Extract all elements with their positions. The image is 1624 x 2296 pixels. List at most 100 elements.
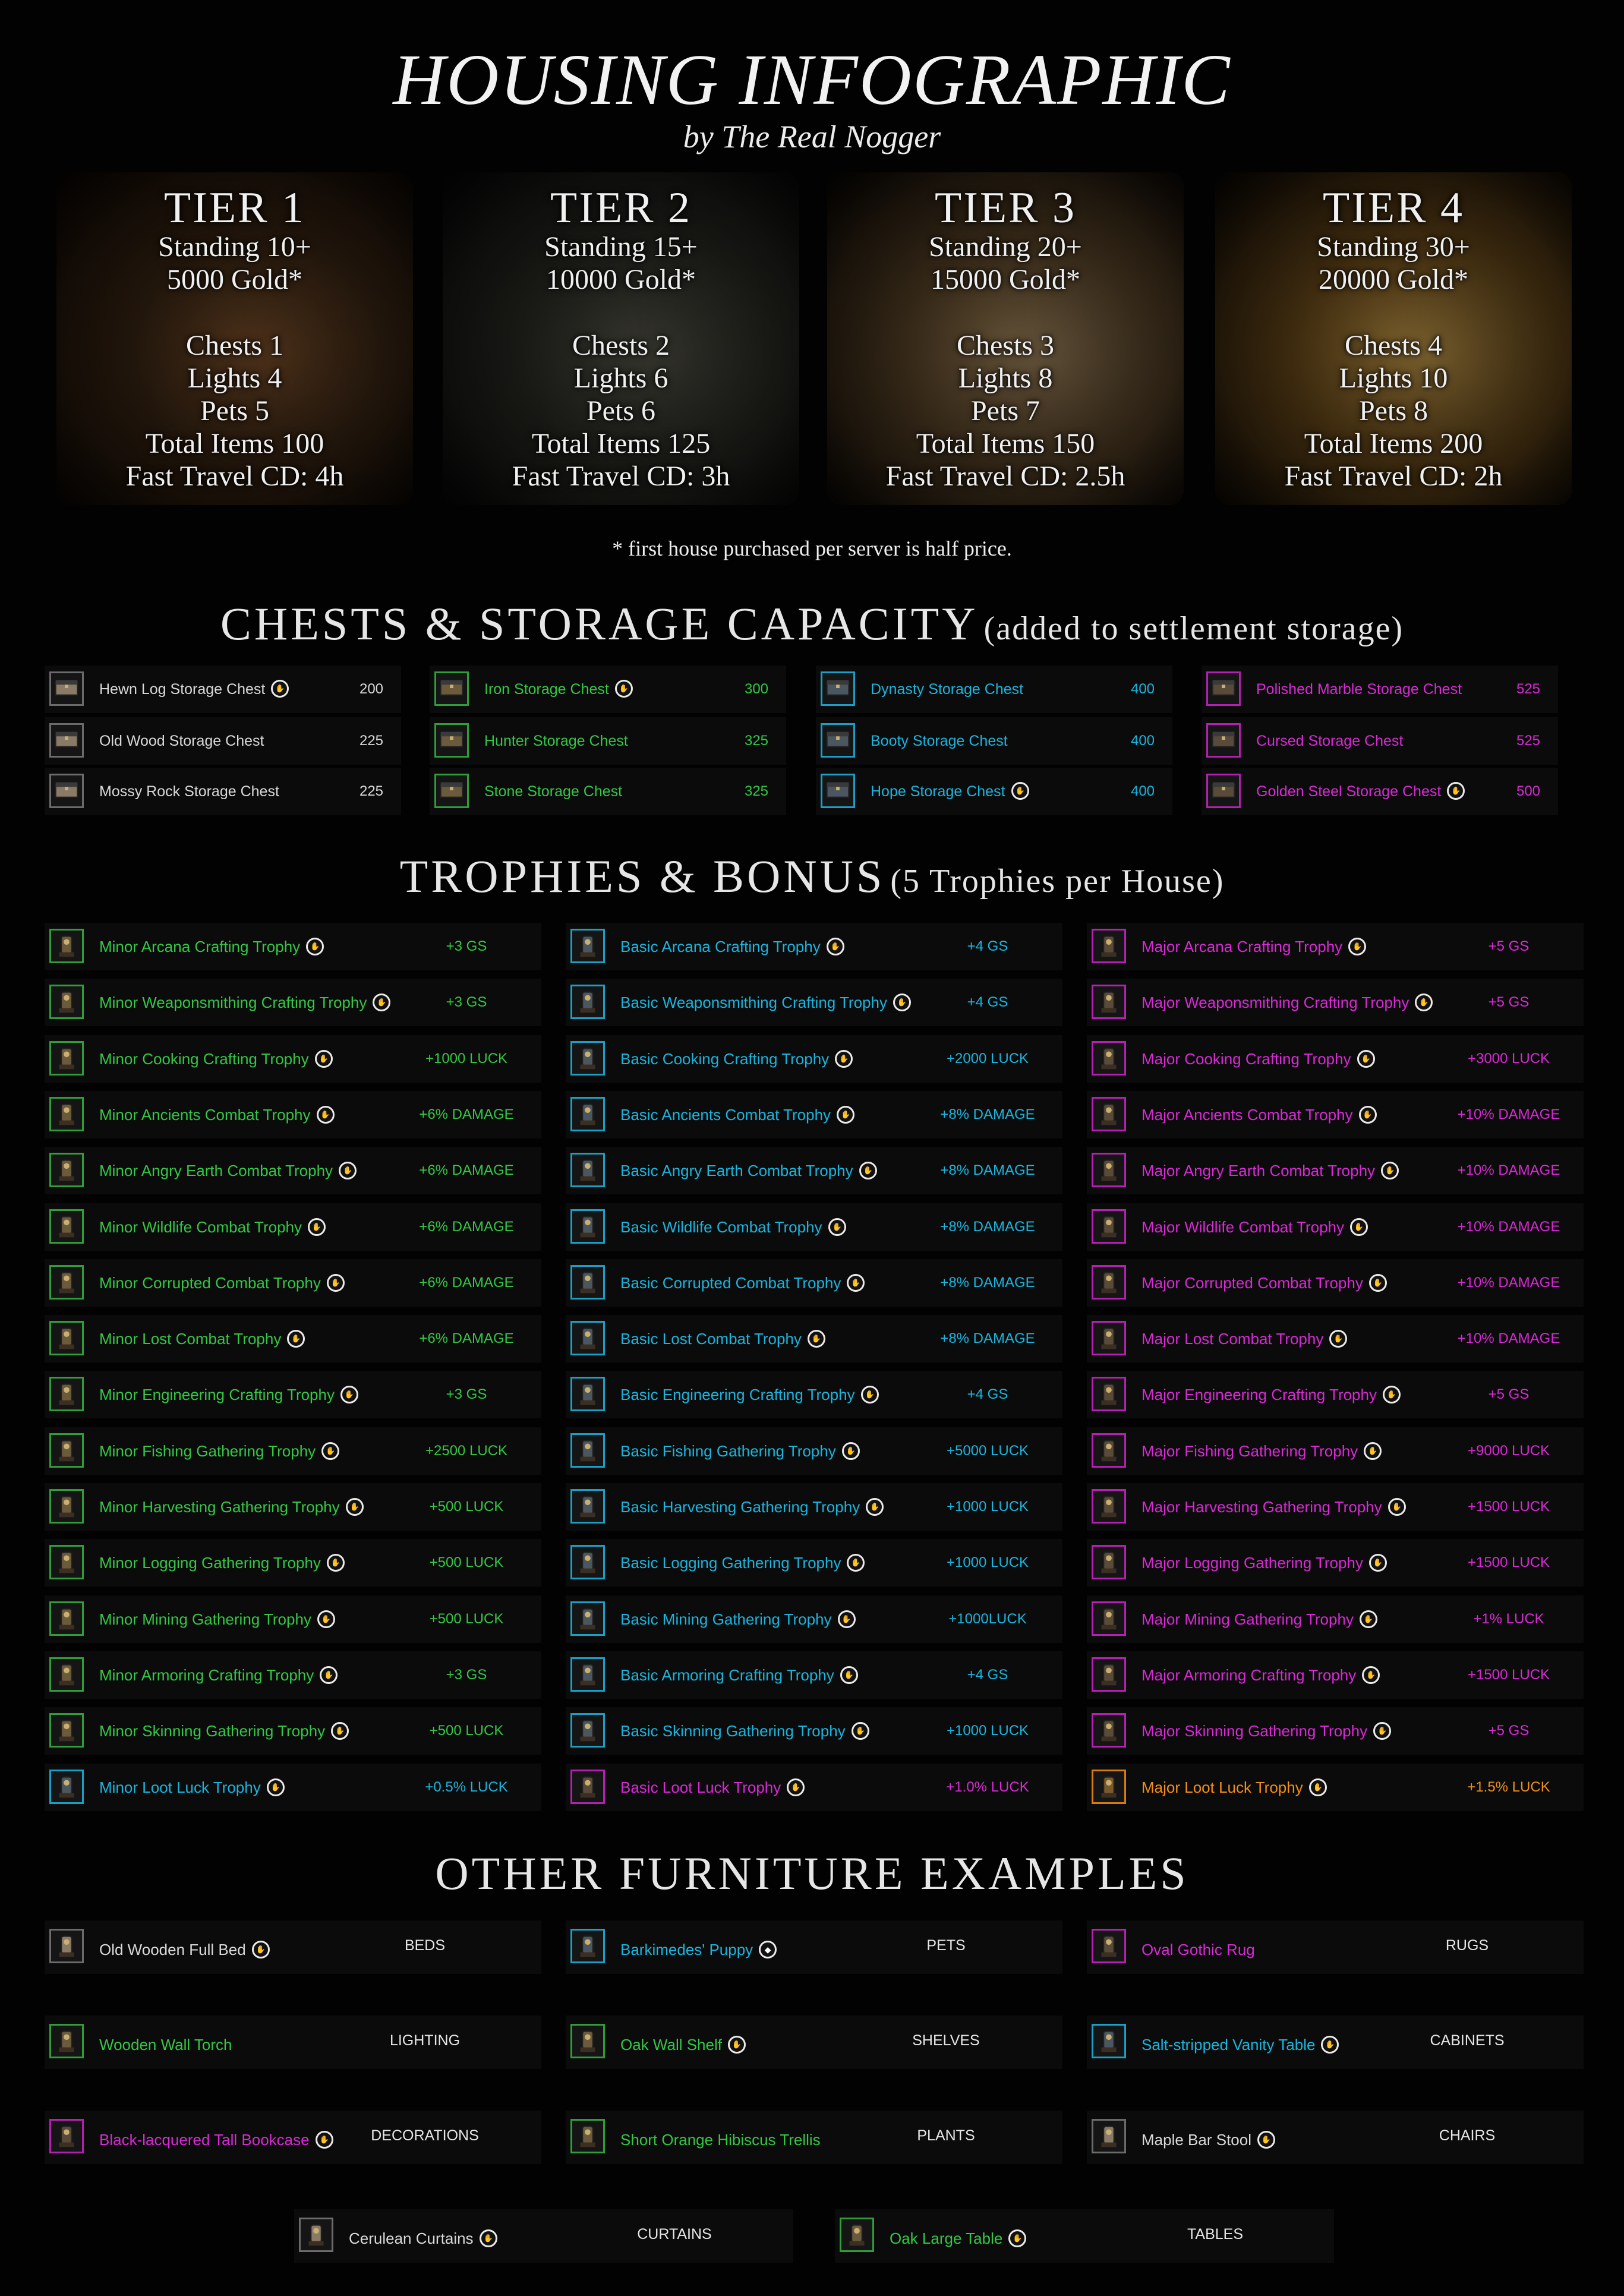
trophy-name: Major Engineering Crafting Trophy ✋ (1141, 1371, 1401, 1418)
trophy-name: Major Skinning Gathering Trophy ✋ (1141, 1707, 1392, 1755)
trophy-name-text: Basic Mining Gathering Trophy (620, 1610, 832, 1628)
trophy-name-text: Major Weaponsmithing Crafting Trophy (1141, 994, 1409, 1011)
trophy-name-text: Major Arcana Crafting Trophy (1141, 938, 1343, 955)
trophy-name: Major Fishing Gathering Trophy ✋ (1141, 1427, 1382, 1475)
item-thumbnail-icon (821, 671, 855, 706)
item-thumbnail-icon (49, 1153, 84, 1187)
trophy-name: Major Logging Gathering Trophy ✋ (1141, 1539, 1387, 1587)
trophy-row: Basic Engineering Crafting Trophy ✋ +4 GS (566, 1371, 1062, 1418)
trophy-row: Minor Angry Earth Combat Trophy ✋ +6% DAMA… (45, 1147, 541, 1194)
trophy-name: Basic Harvesting Gathering Trophy ✋ (620, 1483, 884, 1531)
trophy-bonus: +10% DAMAGE (1457, 1275, 1560, 1291)
item-thumbnail-icon (1092, 1321, 1126, 1355)
chest-name: Polished Marble Storage Chest (1256, 666, 1462, 713)
craftable-hand-icon: ✋ (287, 1330, 305, 1348)
craftable-hand-icon: ✋ (326, 1274, 345, 1292)
chest-capacity: 225 (359, 733, 384, 749)
furniture-name-text: Cerulean Curtains (349, 2229, 474, 2247)
chest-name-text: Hunter Storage Chest (484, 733, 628, 749)
trophy-bonus: +500 LUCK (429, 1554, 504, 1570)
craftable-hand-icon: ✋ (1008, 2229, 1027, 2248)
furniture-category: BEDS (404, 1937, 446, 1954)
trophy-name-text: Basic Arcana Crafting Trophy (620, 938, 821, 955)
trophy-name-text: Basic Ancients Combat Trophy (620, 1106, 831, 1124)
chest-name: Dynasty Storage Chest (871, 666, 1023, 713)
item-thumbnail-icon (1092, 1265, 1126, 1300)
trophy-name-text: Minor Loot Luck Trophy (99, 1778, 261, 1796)
trophy-name: Minor Skinning Gathering Trophy ✋ (99, 1707, 349, 1755)
furniture-row: Oak Wall Shelf ✋ SHELVES (566, 2016, 1062, 2069)
chest-row: Hunter Storage Chest 325 (430, 717, 786, 765)
furniture-name: Oak Wall Shelf ✋ (620, 2016, 746, 2069)
item-thumbnail-icon (49, 1321, 84, 1355)
item-thumbnail-icon (49, 1433, 84, 1468)
trophy-row: Major Ancients Combat Trophy ✋ +10% DAMAGE (1087, 1091, 1584, 1138)
item-thumbnail-icon (570, 1657, 605, 1692)
trophy-name: Minor Logging Gathering Trophy ✋ (99, 1539, 345, 1587)
furniture-title: OTHER FURNITURE EXAMPLES (435, 1847, 1189, 1899)
item-thumbnail-icon (1092, 1489, 1126, 1524)
craftable-hand-icon: ✋ (835, 1050, 853, 1068)
trophy-bonus: +1000 LUCK (946, 1554, 1029, 1570)
furniture-name: Maple Bar Stool ✋ (1141, 2111, 1275, 2164)
item-thumbnail-icon (570, 1097, 605, 1131)
craftable-hand-icon: ✋ (837, 1106, 855, 1124)
item-thumbnail-icon (570, 1265, 605, 1300)
craftable-hand-icon: ✋ (326, 1554, 345, 1572)
trophy-bonus: +500 LUCK (429, 1611, 504, 1627)
item-thumbnail-icon (1092, 1433, 1126, 1468)
trophy-row: Minor Skinning Gathering Trophy ✋ +500 LUC… (45, 1707, 541, 1755)
trophy-row: Basic Harvesting Gathering Trophy ✋ +1000 … (566, 1483, 1062, 1531)
trophy-name-text: Major Mining Gathering Trophy (1141, 1610, 1354, 1628)
trophy-name: Basic Engineering Crafting Trophy ✋ (620, 1371, 879, 1418)
trophy-name: Minor Mining Gathering Trophy ✋ (99, 1595, 335, 1643)
furniture-name-text: Salt-stripped Vanity Table (1141, 2036, 1316, 2054)
item-thumbnail-icon (49, 1097, 84, 1131)
trophy-row: Minor Armoring Crafting Trophy ✋ +3 GS (45, 1651, 541, 1699)
trophy-bonus: +5 GS (1488, 994, 1530, 1010)
trophy-bonus: +4 GS (967, 994, 1008, 1010)
furniture-category: TABLES (1187, 2226, 1244, 2243)
trophy-name: Minor Armoring Crafting Trophy ✋ (99, 1651, 338, 1699)
trophy-name: Basic Cooking Crafting Trophy ✋ (620, 1035, 853, 1083)
craftable-hand-icon: ✋ (826, 938, 844, 956)
item-thumbnail-icon (570, 1153, 605, 1187)
chest-row: Mossy Rock Storage Chest 225 (45, 768, 401, 815)
chest-name-text: Old Wood Storage Chest (99, 733, 264, 749)
trophy-name-text: Minor Wildlife Combat Trophy (99, 1218, 302, 1236)
trophy-name: Basic Arcana Crafting Trophy ✋ (620, 923, 844, 970)
chest-name-text: Hewn Log Storage Chest (99, 681, 266, 698)
trophy-row: Basic Corrupted Combat Trophy ✋ +8% DAMAGE (566, 1259, 1062, 1307)
chest-capacity: 400 (1130, 681, 1155, 697)
item-thumbnail-icon (434, 723, 469, 758)
trophy-row: Major Skinning Gathering Trophy ✋ +5 GS (1087, 1707, 1584, 1755)
trophy-name: Major Ancients Combat Trophy ✋ (1141, 1091, 1377, 1138)
trophy-name: Major Harvesting Gathering Trophy ✋ (1141, 1483, 1406, 1531)
trophy-bonus: +500 LUCK (429, 1499, 504, 1515)
trophy-row: Minor Mining Gathering Trophy ✋ +500 LUCK (45, 1595, 541, 1643)
trophy-bonus: +2000 LUCK (946, 1051, 1029, 1067)
trophy-name: Basic Loot Luck Trophy ✋ (620, 1764, 805, 1811)
craftable-hand-icon: ✋ (315, 2131, 333, 2149)
item-thumbnail-icon (49, 1770, 84, 1804)
trophies-title: TROPHIES & BONUS (399, 850, 885, 902)
chest-row: Stone Storage Chest 325 (430, 768, 786, 815)
trophy-bonus: +5 GS (1488, 1386, 1530, 1402)
item-thumbnail-icon (1092, 1770, 1126, 1804)
trophy-name-text: Minor Corrupted Combat Trophy (99, 1274, 321, 1292)
chest-row: Hope Storage Chest ✋ 400 (816, 768, 1172, 815)
tier-standing: Standing 30+ (1317, 231, 1470, 263)
trophy-row: Major Weaponsmithing Crafting Trophy ✋ +5 … (1087, 979, 1584, 1026)
trophy-row: Major Fishing Gathering Trophy ✋ +9000 LUC… (1087, 1427, 1584, 1475)
chest-capacity: 325 (744, 733, 769, 749)
item-thumbnail-icon (570, 1377, 605, 1411)
craftable-hand-icon: ✋ (893, 994, 911, 1012)
tier-card-3: TIER 3 Standing 20+ 15000 Gold* Chests 3 Lig… (827, 172, 1184, 505)
chest-name: Golden Steel Storage Chest ✋ (1256, 768, 1465, 815)
chest-name-text: Cursed Storage Chest (1256, 733, 1404, 749)
tier-lights: Lights 4 (187, 362, 282, 394)
chest-name-text: Golden Steel Storage Chest (1256, 783, 1442, 800)
item-thumbnail-icon (821, 774, 855, 808)
item-thumbnail-icon (49, 1265, 84, 1300)
tier-chests: Chests 1 (185, 330, 283, 361)
